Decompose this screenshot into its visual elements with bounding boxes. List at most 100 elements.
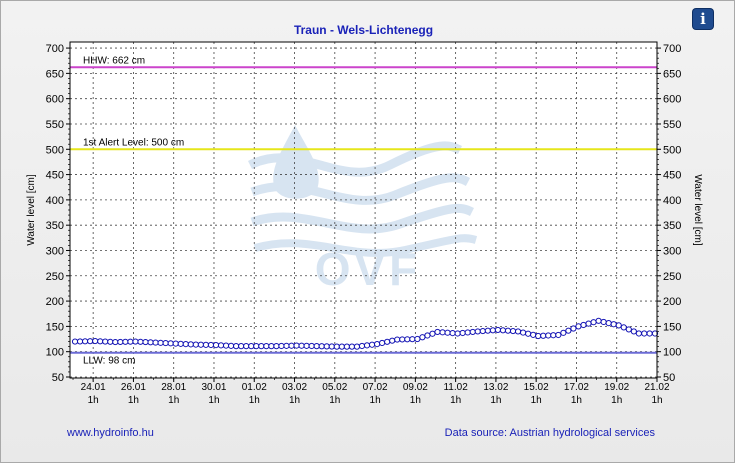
data-point — [646, 330, 653, 337]
data-point — [157, 339, 164, 346]
data-point — [389, 337, 396, 344]
data-point — [484, 327, 491, 334]
data-point — [132, 338, 139, 345]
data-point — [298, 342, 305, 349]
data-point — [102, 338, 109, 345]
data-point — [570, 325, 577, 332]
data-point — [651, 330, 659, 337]
x-tick-sublabel: 1h — [651, 395, 662, 406]
reference-line-label: LLW: 98 cm — [83, 356, 135, 367]
data-point — [514, 328, 522, 335]
data-point — [278, 342, 285, 350]
data-point — [308, 342, 315, 350]
y-tick-label-right: 200 — [663, 296, 681, 308]
x-tick-sublabel: 1h — [208, 395, 219, 406]
x-tick-label: 07.02 — [363, 382, 388, 393]
plot-area — [69, 41, 658, 379]
x-tick-sublabel: 1h — [370, 395, 381, 406]
y-tick-label: 200 — [46, 296, 64, 308]
data-point — [117, 338, 124, 346]
data-point — [590, 319, 597, 326]
data-point — [142, 338, 149, 346]
data-point — [635, 330, 642, 337]
data-source-text: Data source: Austrian hydrological servi… — [444, 427, 655, 439]
y-tick-label-right: 650 — [663, 68, 681, 80]
data-point — [459, 329, 466, 337]
watermark-wave — [250, 203, 475, 234]
x-tick-sublabel: 1h — [168, 395, 179, 406]
data-point — [384, 338, 391, 345]
data-point — [605, 319, 612, 327]
y-tick-label: 400 — [46, 195, 64, 207]
data-point — [87, 338, 94, 345]
data-point — [363, 342, 371, 349]
x-tick-label: 11.02 — [443, 382, 468, 393]
data-point — [414, 335, 421, 343]
x-tick-label: 03.02 — [282, 382, 307, 393]
y-tick-label-right: 600 — [663, 94, 681, 106]
data-point — [82, 338, 89, 345]
x-tick-label: 09.02 — [403, 382, 428, 393]
data-point — [283, 342, 290, 349]
data-point — [343, 343, 350, 350]
x-tick-sublabel: 1h — [329, 395, 340, 406]
x-tick-label: 01.02 — [242, 382, 267, 393]
data-point — [394, 336, 401, 343]
data-point — [303, 342, 310, 349]
data-point — [469, 328, 476, 336]
data-point — [107, 338, 114, 345]
y-tick-label-right: 300 — [663, 245, 681, 257]
data-point — [348, 343, 356, 350]
reference-line-label: HHW: 662 cm — [83, 55, 145, 66]
data-point — [600, 318, 607, 326]
data-point — [641, 330, 648, 337]
data-point — [253, 343, 260, 350]
data-point — [233, 343, 240, 350]
y-tick-label-right: 450 — [663, 170, 681, 182]
watermark-drop — [273, 125, 319, 199]
y-tick-label: 700 — [46, 43, 64, 55]
x-tick-label: 21.02 — [644, 382, 669, 393]
data-point — [565, 327, 572, 334]
y-tick-label: 450 — [46, 170, 64, 182]
data-point — [404, 336, 411, 343]
data-point — [625, 326, 632, 333]
data-point — [580, 321, 587, 329]
y-tick-label: 500 — [46, 144, 64, 156]
data-point — [444, 329, 451, 336]
data-point — [137, 338, 144, 345]
data-point — [479, 327, 486, 335]
data-point — [585, 320, 592, 327]
data-point — [217, 342, 225, 349]
data-point — [172, 340, 179, 347]
data-point — [313, 343, 320, 350]
y-tick-label-right: 250 — [663, 271, 681, 283]
info-icon[interactable]: i — [693, 9, 713, 29]
data-point — [177, 340, 184, 347]
data-point — [127, 338, 134, 345]
x-tick-sublabel: 1h — [249, 395, 260, 406]
data-point — [288, 342, 295, 349]
data-point — [399, 336, 406, 343]
data-point — [474, 328, 481, 335]
data-point — [373, 340, 381, 348]
watermark-wave — [247, 141, 463, 177]
data-point — [489, 327, 496, 334]
y-tick-label-right: 500 — [663, 144, 681, 156]
data-point — [499, 327, 507, 334]
data-point — [222, 342, 230, 349]
hydroinfo-link[interactable]: www.hydroinfo.hu — [67, 427, 154, 439]
watermark-wave — [250, 173, 471, 205]
x-tick-label: 26.01 — [121, 382, 146, 393]
y-tick-label: 150 — [46, 321, 64, 333]
x-tick-label: 17.02 — [564, 382, 589, 393]
data-point — [530, 331, 537, 338]
data-point — [207, 341, 215, 349]
data-point — [328, 343, 335, 350]
data-point — [338, 343, 345, 350]
data-point — [409, 336, 416, 343]
data-point — [419, 334, 426, 341]
y-tick-label-right: 550 — [663, 119, 681, 131]
data-point — [147, 339, 154, 346]
